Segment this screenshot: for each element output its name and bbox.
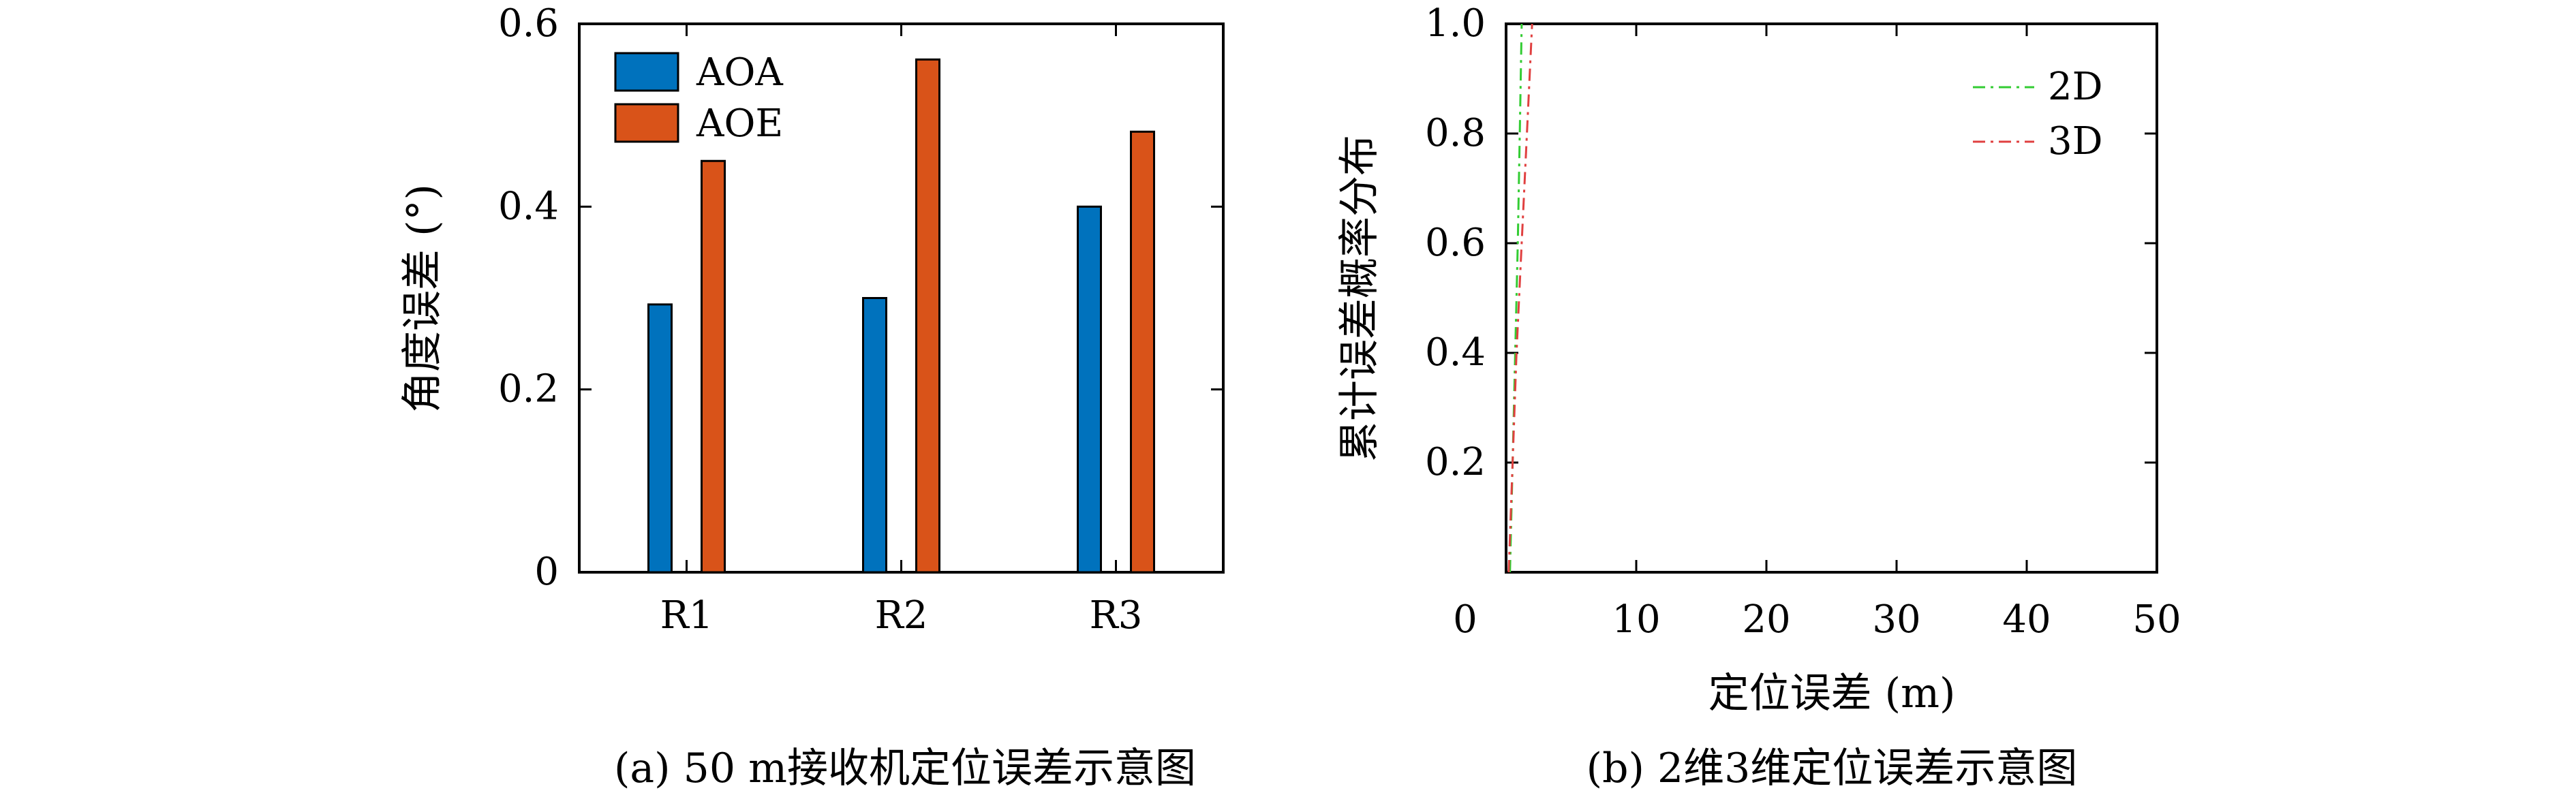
chart-a-angle-error-bar-chart: 0 0.2 0.4 0.6 R1 R2 R3 角度误差 (°) AOA AOE (a) 5… [399, 1, 1225, 792]
x-tick-label: R1 [660, 593, 714, 638]
bar-aoe-r3 [1130, 130, 1155, 574]
x-tick-label: 50 [2132, 597, 2181, 642]
y-tick-label: 0.6 [1425, 221, 1486, 265]
bar-aoe-r1 [701, 159, 726, 574]
y-tick-label: 0.4 [498, 184, 559, 228]
x-tick-label: 0 [1453, 597, 1477, 642]
x-tick-label: 10 [1612, 597, 1660, 642]
chart-b-x-axis-title: 定位误差 (m) [1708, 670, 1956, 717]
chart-a-bars [647, 58, 1155, 574]
chart-a-y-ticks: 0 0.2 0.4 0.6 [498, 1, 1223, 594]
chart-b-y-axis-title: 累计误差概率分布 [1336, 135, 1383, 462]
chart-b-plot-frame [1505, 22, 2158, 574]
y-tick-label: 1.0 [1425, 1, 1486, 46]
x-tick-label: 40 [2002, 597, 2051, 642]
legend-label-aoe: AOE [696, 102, 783, 146]
x-tick-label: 30 [1872, 597, 1920, 642]
chart-a-legend: AOA AOE [614, 50, 783, 146]
chart-a-caption: (a) 50 m接收机定位误差示意图 [614, 745, 1196, 792]
chart-a-x-ticks: R1 R2 R3 [660, 24, 1143, 638]
x-tick-label: R2 [875, 593, 928, 638]
chart-b-x-ticks: 0 10 20 30 40 50 [1453, 24, 2181, 642]
y-tick-label: 0 [534, 550, 559, 594]
y-tick-label: 0.2 [498, 367, 559, 411]
bar-aoa-r1 [647, 303, 673, 574]
chart-b-legend: 2D 3D [1973, 65, 2103, 163]
chart-b-lines [1507, 23, 1533, 573]
chart-b-cdf-line-chart: 0.2 0.4 0.6 0.8 1.0 0 10 20 30 40 50 累计误差概率分布 定位误… [1336, 1, 2181, 792]
bar-aoa-r2 [862, 297, 887, 574]
bar-aoa-r3 [1077, 205, 1102, 574]
bar-aoe-r2 [915, 58, 940, 574]
chart-b-y-ticks: 0.2 0.4 0.6 0.8 1.0 [1425, 1, 2157, 484]
legend-swatch-aoe [614, 103, 679, 143]
x-tick-label: R3 [1090, 593, 1143, 638]
y-tick-label: 0.4 [1425, 330, 1486, 375]
chart-a-y-axis-title: 角度误差 (°) [399, 184, 446, 413]
legend-swatch-aoa [614, 52, 679, 92]
legend-label-aoa: AOA [696, 50, 783, 95]
y-tick-label: 0.8 [1425, 111, 1486, 155]
line-3d [1507, 23, 1533, 573]
y-tick-label: 0.6 [498, 1, 559, 46]
legend-label-3d: 3D [2048, 119, 2103, 163]
x-tick-label: 20 [1742, 597, 1790, 642]
legend-label-2d: 2D [2048, 65, 2103, 109]
chart-b-caption: (b) 2维3维定位误差示意图 [1586, 745, 2078, 792]
y-tick-label: 0.2 [1425, 440, 1486, 484]
